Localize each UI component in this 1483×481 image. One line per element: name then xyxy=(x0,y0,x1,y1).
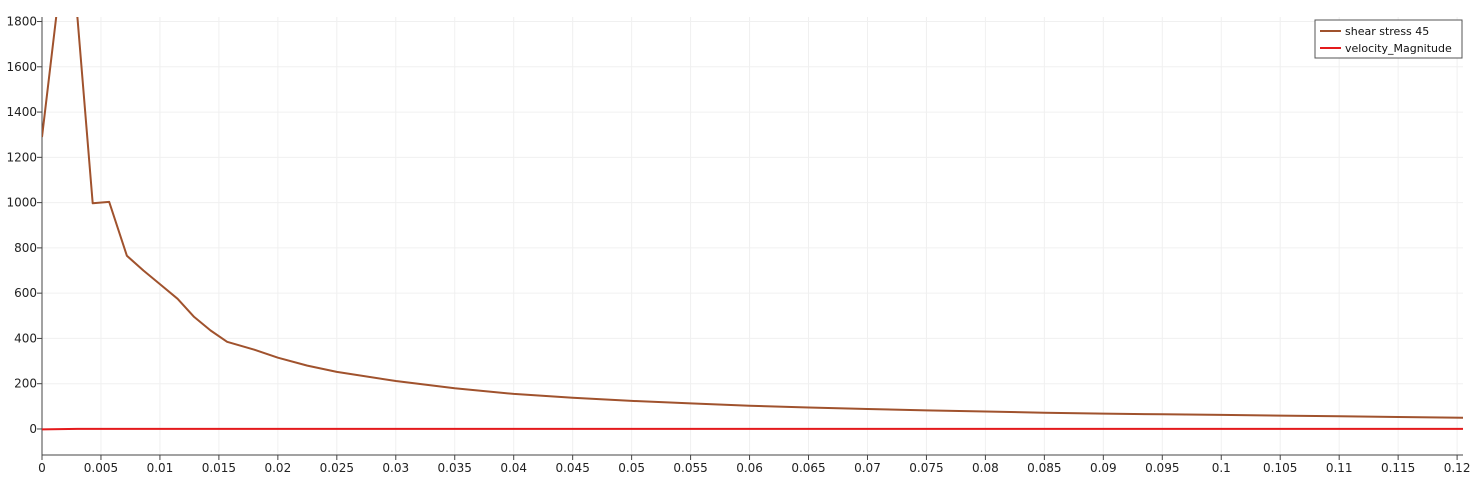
x-tick-label: 0.06 xyxy=(736,461,763,475)
y-tick-label: 1800 xyxy=(6,15,37,29)
x-tick-label: 0.08 xyxy=(972,461,999,475)
x-tick-label: 0.02 xyxy=(264,461,291,475)
legend-label: shear stress 45 xyxy=(1345,25,1429,38)
x-tick-label: 0.07 xyxy=(854,461,881,475)
x-axis-ticks: 0 0.005 0.01 0.015 0.02 0.025 0.03 0.035 0.04 0.0… xyxy=(38,455,1470,475)
x-tick-label: 0.045 xyxy=(555,461,589,475)
x-tick-label: 0.01 xyxy=(147,461,174,475)
legend-box xyxy=(1314,19,1463,59)
x-tick-label: 0.095 xyxy=(1145,461,1179,475)
y-tick-label: 200 xyxy=(14,377,37,391)
y-axis-ticks: 0 200 400 600 800 1000 1200 1400 1600 1800 xyxy=(6,15,42,436)
y-tick-label: 1200 xyxy=(6,150,37,164)
grid-lines xyxy=(41,17,1463,455)
x-tick-label: 0 xyxy=(38,461,46,475)
y-tick-label: 400 xyxy=(14,331,37,345)
y-tick-label: 800 xyxy=(14,241,37,255)
x-tick-label: 0.05 xyxy=(618,461,645,475)
series-line-2 xyxy=(42,427,1463,431)
x-tick-label: 0.025 xyxy=(320,461,354,475)
x-tick-label: 0.035 xyxy=(438,461,472,475)
y-tick-label: 0 xyxy=(29,422,37,436)
y-tick-label: 1000 xyxy=(6,196,37,210)
y-tick-label: 1600 xyxy=(6,60,37,74)
x-tick-label: 0.115 xyxy=(1381,461,1415,475)
legend-label: velocity_Magnitude xyxy=(1345,42,1452,55)
x-tick-label: 0.075 xyxy=(909,461,943,475)
y-tick-label: 600 xyxy=(14,286,37,300)
x-tick-label: 0.005 xyxy=(84,461,118,475)
x-tick-label: 0.105 xyxy=(1263,461,1297,475)
x-tick-label: 0.12 xyxy=(1444,461,1471,475)
x-tick-label: 0.11 xyxy=(1326,461,1353,475)
x-tick-label: 0.015 xyxy=(202,461,236,475)
x-tick-label: 0.03 xyxy=(382,461,409,475)
series-layer xyxy=(42,17,1463,431)
axes xyxy=(41,17,1463,456)
x-tick-label: 0.04 xyxy=(500,461,527,475)
series-line-1 xyxy=(42,17,1463,419)
x-tick-label: 0.085 xyxy=(1027,461,1061,475)
x-tick-label: 0.09 xyxy=(1090,461,1117,475)
x-tick-label: 0.1 xyxy=(1212,461,1231,475)
y-tick-label: 1400 xyxy=(6,105,37,119)
x-tick-label: 0.065 xyxy=(791,461,825,475)
legend: shear stress 45 velocity_Magnitude xyxy=(1314,19,1463,59)
x-tick-label: 0.055 xyxy=(673,461,707,475)
